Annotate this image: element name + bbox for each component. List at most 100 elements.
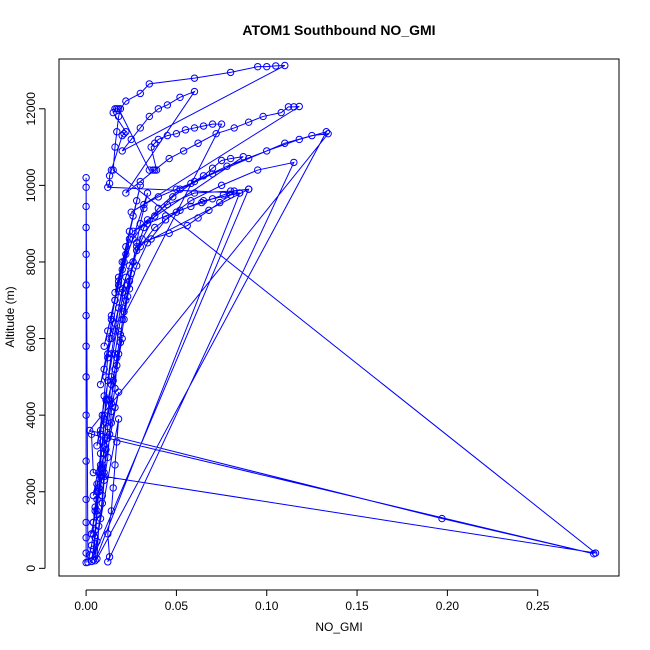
data-point bbox=[89, 468, 98, 477]
data-point bbox=[111, 350, 119, 358]
data-point bbox=[107, 350, 116, 358]
data-point bbox=[100, 449, 108, 458]
data-point bbox=[163, 101, 172, 109]
data-point bbox=[199, 122, 208, 130]
data-point bbox=[82, 342, 90, 350]
data-point bbox=[154, 204, 163, 213]
data-point bbox=[187, 202, 195, 211]
data-point bbox=[114, 350, 123, 358]
data-point bbox=[129, 258, 137, 266]
data-point bbox=[129, 212, 137, 220]
data-point bbox=[176, 185, 184, 193]
data-point bbox=[281, 61, 289, 70]
data-point bbox=[290, 158, 298, 167]
data-point bbox=[93, 537, 101, 546]
data-point bbox=[82, 174, 90, 182]
data-point bbox=[132, 242, 141, 251]
data-point bbox=[219, 191, 228, 199]
data-point bbox=[82, 183, 90, 191]
data-point bbox=[109, 376, 117, 385]
data-point bbox=[132, 197, 141, 205]
data-point bbox=[100, 411, 108, 419]
data-point bbox=[105, 179, 114, 188]
data-point bbox=[102, 445, 110, 454]
data-point bbox=[226, 154, 235, 163]
data-point bbox=[147, 235, 155, 243]
x-axis-label: NO_GMI bbox=[315, 620, 362, 634]
data-point bbox=[190, 74, 199, 82]
data-point bbox=[226, 191, 235, 199]
data-point bbox=[111, 461, 119, 469]
data-point bbox=[96, 472, 105, 481]
data-point bbox=[154, 105, 163, 113]
data-point bbox=[96, 380, 105, 389]
data-point bbox=[114, 105, 123, 113]
data-point bbox=[143, 189, 152, 197]
data-point bbox=[113, 354, 121, 362]
data-point bbox=[123, 281, 132, 289]
data-point bbox=[104, 183, 112, 191]
data-point bbox=[82, 223, 90, 232]
data-point bbox=[114, 415, 123, 423]
data-point bbox=[187, 179, 195, 188]
data-point bbox=[96, 465, 105, 473]
data-point bbox=[102, 419, 110, 427]
data-point bbox=[125, 227, 134, 236]
x-tick-label: 0.20 bbox=[436, 599, 460, 613]
data-point bbox=[226, 68, 235, 77]
y-tick-label: 12000 bbox=[24, 92, 38, 126]
data-point bbox=[438, 514, 446, 523]
data-point bbox=[95, 484, 103, 492]
data-point bbox=[217, 156, 226, 165]
data-point bbox=[109, 484, 117, 492]
data-point bbox=[322, 128, 331, 136]
data-point bbox=[114, 277, 123, 285]
data-point bbox=[151, 212, 159, 220]
data-point bbox=[254, 166, 262, 174]
data-point bbox=[116, 338, 125, 347]
data-point bbox=[172, 185, 181, 193]
data-point bbox=[123, 292, 132, 301]
data-point bbox=[154, 193, 163, 201]
data-point bbox=[120, 308, 128, 316]
data-point bbox=[87, 541, 96, 550]
data-point bbox=[125, 235, 134, 243]
data-point bbox=[89, 556, 98, 564]
data-point bbox=[95, 522, 103, 530]
data-point bbox=[122, 273, 130, 281]
data-point bbox=[114, 388, 123, 396]
data-point bbox=[122, 296, 130, 304]
data-point bbox=[272, 62, 280, 70]
data-point bbox=[239, 152, 247, 161]
data-point bbox=[114, 112, 123, 121]
chart-title: ATOM1 Southbound NO_GMI bbox=[242, 22, 435, 38]
data-point bbox=[149, 166, 157, 174]
data-point bbox=[290, 103, 298, 111]
y-tick-label: 4000 bbox=[24, 401, 38, 428]
data-point bbox=[122, 242, 130, 251]
data-point bbox=[125, 285, 134, 293]
data-point bbox=[179, 147, 188, 155]
data-point bbox=[212, 129, 220, 138]
data-point bbox=[120, 129, 128, 138]
data-point bbox=[100, 342, 108, 350]
data-point bbox=[114, 281, 123, 289]
data-point bbox=[183, 221, 191, 230]
data-point bbox=[111, 327, 119, 335]
data-point bbox=[114, 327, 123, 335]
data-point bbox=[190, 177, 199, 186]
data-point bbox=[114, 273, 123, 281]
plot-area bbox=[58, 58, 620, 577]
data-point bbox=[91, 507, 99, 515]
data-point bbox=[111, 403, 119, 412]
data-point bbox=[169, 193, 177, 201]
data-point bbox=[93, 511, 101, 519]
data-point bbox=[132, 239, 141, 247]
data-point bbox=[87, 430, 96, 438]
data-point bbox=[96, 430, 105, 438]
data-point bbox=[118, 258, 126, 266]
data-point bbox=[86, 551, 94, 559]
data-point bbox=[100, 442, 108, 450]
data-point bbox=[98, 461, 107, 469]
data-point bbox=[107, 166, 116, 174]
